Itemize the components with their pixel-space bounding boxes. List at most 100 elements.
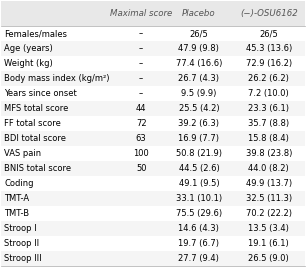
Text: 25.5 (4.2): 25.5 (4.2) <box>179 104 219 113</box>
Text: –: – <box>139 74 143 83</box>
Text: 70.2 (22.2): 70.2 (22.2) <box>246 209 292 218</box>
Text: 35.7 (8.8): 35.7 (8.8) <box>248 119 290 128</box>
FancyBboxPatch shape <box>2 116 117 131</box>
Text: 44.0 (8.2): 44.0 (8.2) <box>248 164 289 173</box>
FancyBboxPatch shape <box>117 71 165 86</box>
FancyBboxPatch shape <box>165 116 232 131</box>
FancyBboxPatch shape <box>232 1 305 26</box>
FancyBboxPatch shape <box>117 206 165 221</box>
Text: 26.2 (6.2): 26.2 (6.2) <box>248 74 289 83</box>
FancyBboxPatch shape <box>117 41 165 56</box>
FancyBboxPatch shape <box>2 251 117 266</box>
Text: VAS pain: VAS pain <box>4 149 41 158</box>
Text: MFS total score: MFS total score <box>4 104 69 113</box>
FancyBboxPatch shape <box>232 26 305 41</box>
FancyBboxPatch shape <box>117 26 165 41</box>
Text: Stroop III: Stroop III <box>4 254 42 263</box>
Text: Body mass index (kg/m²): Body mass index (kg/m²) <box>4 74 110 83</box>
FancyBboxPatch shape <box>232 221 305 236</box>
FancyBboxPatch shape <box>232 116 305 131</box>
FancyBboxPatch shape <box>165 221 232 236</box>
FancyBboxPatch shape <box>117 251 165 266</box>
FancyBboxPatch shape <box>117 101 165 116</box>
Text: Coding: Coding <box>4 179 34 188</box>
FancyBboxPatch shape <box>232 251 305 266</box>
Text: –: – <box>139 89 143 98</box>
Text: 26.7 (4.3): 26.7 (4.3) <box>178 74 220 83</box>
Text: 49.1 (9.5): 49.1 (9.5) <box>179 179 219 188</box>
FancyBboxPatch shape <box>2 221 117 236</box>
Text: FF total score: FF total score <box>4 119 61 128</box>
FancyBboxPatch shape <box>232 161 305 176</box>
Text: 77.4 (16.6): 77.4 (16.6) <box>176 59 222 68</box>
Text: 26/5: 26/5 <box>189 29 208 38</box>
Text: Stroop I: Stroop I <box>4 224 37 233</box>
Text: Age (years): Age (years) <box>4 44 53 53</box>
Text: 32.5 (11.3): 32.5 (11.3) <box>246 194 292 203</box>
FancyBboxPatch shape <box>165 86 232 101</box>
FancyBboxPatch shape <box>117 86 165 101</box>
Text: 23.3 (6.1): 23.3 (6.1) <box>248 104 289 113</box>
FancyBboxPatch shape <box>232 191 305 206</box>
FancyBboxPatch shape <box>2 56 117 71</box>
FancyBboxPatch shape <box>232 86 305 101</box>
Text: 50: 50 <box>136 164 146 173</box>
FancyBboxPatch shape <box>2 206 117 221</box>
FancyBboxPatch shape <box>232 131 305 146</box>
Text: 9.5 (9.9): 9.5 (9.9) <box>181 89 217 98</box>
FancyBboxPatch shape <box>165 56 232 71</box>
FancyBboxPatch shape <box>232 101 305 116</box>
FancyBboxPatch shape <box>165 176 232 191</box>
FancyBboxPatch shape <box>2 1 117 26</box>
FancyBboxPatch shape <box>165 251 232 266</box>
FancyBboxPatch shape <box>117 146 165 161</box>
FancyBboxPatch shape <box>165 41 232 56</box>
Text: BNIS total score: BNIS total score <box>4 164 72 173</box>
FancyBboxPatch shape <box>232 176 305 191</box>
Text: Weight (kg): Weight (kg) <box>4 59 53 68</box>
FancyBboxPatch shape <box>165 1 232 26</box>
FancyBboxPatch shape <box>165 206 232 221</box>
Text: Years since onset: Years since onset <box>4 89 77 98</box>
FancyBboxPatch shape <box>232 146 305 161</box>
FancyBboxPatch shape <box>2 176 117 191</box>
FancyBboxPatch shape <box>232 41 305 56</box>
Text: –: – <box>139 29 143 38</box>
FancyBboxPatch shape <box>117 191 165 206</box>
Text: 26.5 (9.0): 26.5 (9.0) <box>248 254 289 263</box>
FancyBboxPatch shape <box>232 206 305 221</box>
Text: 7.2 (10.0): 7.2 (10.0) <box>248 89 289 98</box>
Text: 15.8 (8.4): 15.8 (8.4) <box>248 134 289 143</box>
Text: Stroop II: Stroop II <box>4 239 40 248</box>
FancyBboxPatch shape <box>117 161 165 176</box>
Text: 50.8 (21.9): 50.8 (21.9) <box>176 149 222 158</box>
Text: Females/males: Females/males <box>4 29 68 38</box>
FancyBboxPatch shape <box>165 161 232 176</box>
FancyBboxPatch shape <box>165 146 232 161</box>
Text: 39.8 (23.8): 39.8 (23.8) <box>246 149 292 158</box>
FancyBboxPatch shape <box>232 56 305 71</box>
FancyBboxPatch shape <box>117 176 165 191</box>
FancyBboxPatch shape <box>117 221 165 236</box>
Text: 26/5: 26/5 <box>259 29 278 38</box>
FancyBboxPatch shape <box>2 236 117 251</box>
Text: 33.1 (10.1): 33.1 (10.1) <box>176 194 222 203</box>
FancyBboxPatch shape <box>2 101 117 116</box>
FancyBboxPatch shape <box>232 71 305 86</box>
FancyBboxPatch shape <box>2 26 117 41</box>
FancyBboxPatch shape <box>2 161 117 176</box>
Text: BDI total score: BDI total score <box>4 134 66 143</box>
Text: Maximal score: Maximal score <box>110 9 172 18</box>
FancyBboxPatch shape <box>165 191 232 206</box>
FancyBboxPatch shape <box>165 236 232 251</box>
Text: 44: 44 <box>136 104 146 113</box>
Text: (−)-OSU6162: (−)-OSU6162 <box>240 9 298 18</box>
Text: TMT-B: TMT-B <box>4 209 29 218</box>
Text: 63: 63 <box>136 134 146 143</box>
FancyBboxPatch shape <box>2 146 117 161</box>
Text: 27.7 (9.4): 27.7 (9.4) <box>178 254 220 263</box>
FancyBboxPatch shape <box>2 41 117 56</box>
Text: 72: 72 <box>136 119 146 128</box>
Text: 16.9 (7.7): 16.9 (7.7) <box>178 134 220 143</box>
FancyBboxPatch shape <box>117 131 165 146</box>
